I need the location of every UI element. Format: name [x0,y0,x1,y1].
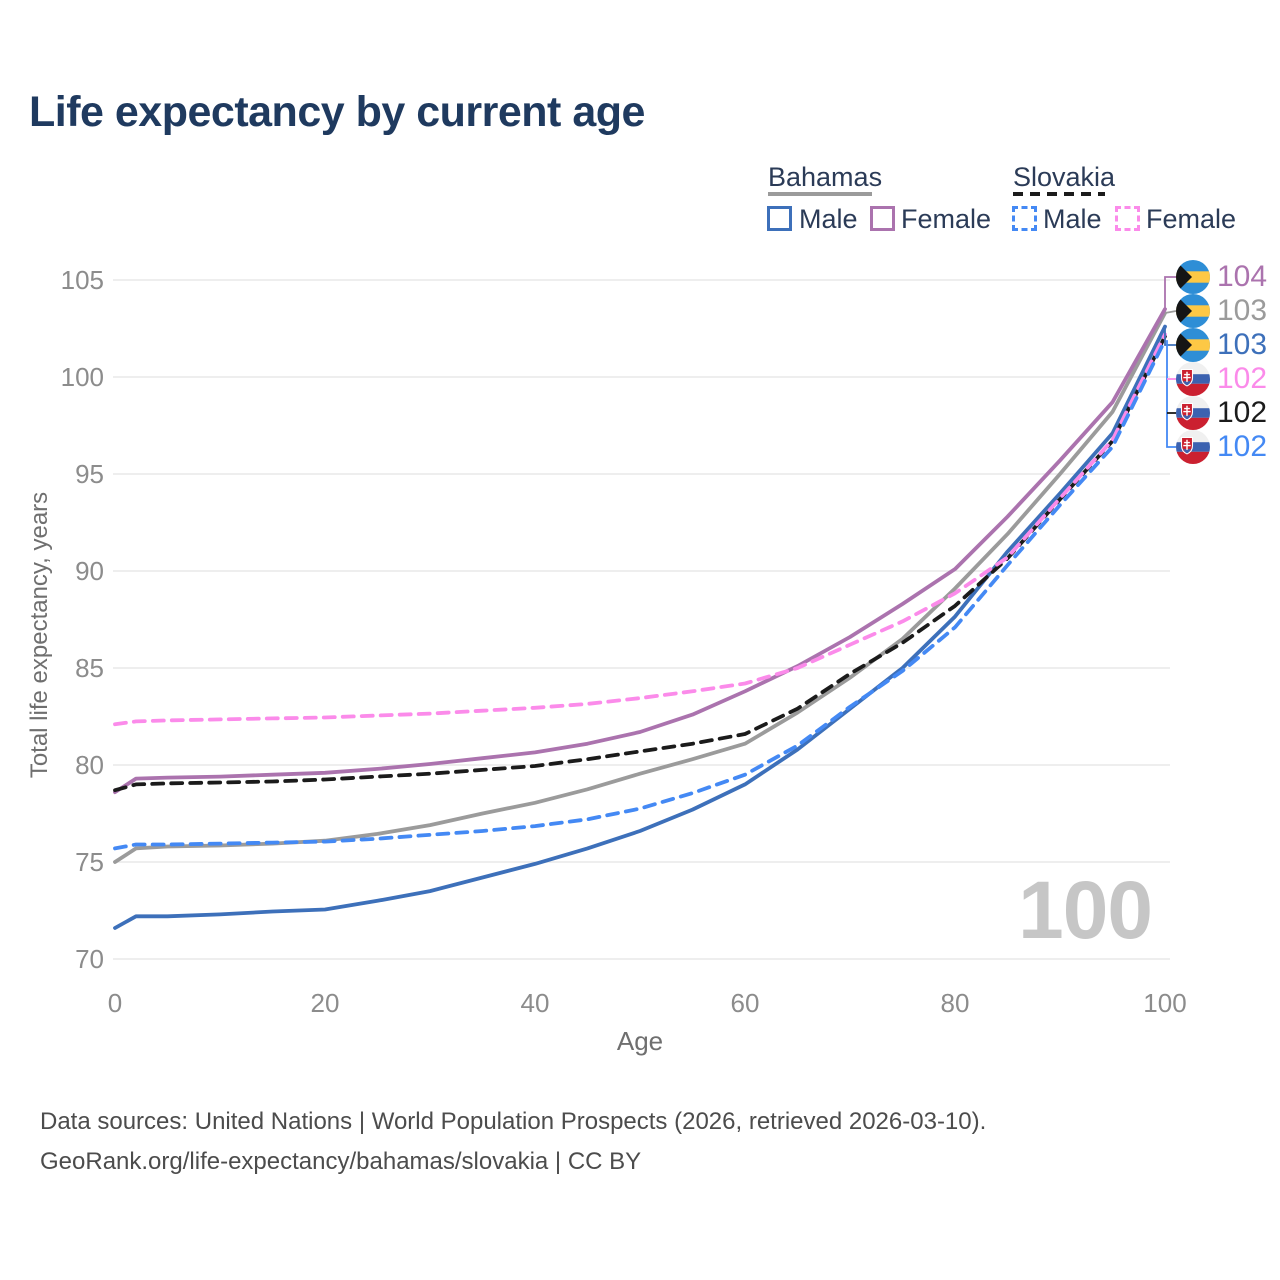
end-label-row: 103 [1176,328,1267,362]
y-tick-label: 100 [61,362,104,392]
y-tick-label: 90 [75,556,104,586]
legend-bahamas-line-sample [768,192,872,196]
x-tick-label: 100 [1143,988,1186,1018]
y-axis-title: Total life expectancy, years [26,491,53,779]
leader-line [1166,340,1176,448]
end-label-row: 104 [1176,260,1267,294]
x-tick-label: 80 [941,988,970,1018]
page-title: Life expectancy by current age [29,88,645,136]
legend-swatch-slovakia-female[interactable] [1115,206,1140,231]
series-line-bahamas-male[interactable] [113,324,1167,930]
x-tick-label: 0 [108,988,122,1018]
legend-group-bahamas[interactable]: Bahamas [768,162,883,192]
y-tick-label: 105 [61,265,104,295]
bahamas-flag-icon [1176,294,1210,328]
footer-data-sources: Data sources: United Nations | World Pop… [40,1108,987,1135]
series-line-bahamas-female[interactable] [113,307,1167,795]
x-tick-label: 40 [521,988,550,1018]
x-tick-label: 20 [311,988,340,1018]
end-label-value: 102 [1217,430,1268,463]
legend-swatch-bahamas-female[interactable] [870,206,895,231]
y-tick-label: 75 [75,847,104,877]
legend-swatch-slovakia-male[interactable] [1012,206,1037,231]
end-label-row: 102 [1176,362,1267,396]
x-axis-title: Age [616,1026,664,1056]
legend-group-slovakia[interactable]: Slovakia [1013,162,1116,192]
end-label-row: 103 [1176,294,1267,328]
legend-slovakia-line-sample [1013,192,1105,196]
y-tick-label: 95 [75,459,104,489]
legend-label-bahamas-female[interactable]: Female [901,204,992,234]
series-line-slovakia-female[interactable] [113,332,1167,727]
end-label-value: 104 [1217,260,1268,293]
series-line-slovakia-both-sexes[interactable] [113,334,1167,793]
slovakia-flag-icon [1176,362,1210,396]
end-label-value: 103 [1217,328,1268,361]
legend-label-slovakia-male[interactable]: Male [1043,204,1102,234]
end-label-row: 102 [1176,430,1267,464]
legend-label-bahamas-male[interactable]: Male [799,204,858,234]
leader-line [1164,326,1176,346]
legend-label-slovakia-female[interactable]: Female [1146,204,1237,234]
y-tick-label: 70 [75,944,104,974]
series-line-bahamas-both-sexes[interactable] [113,311,1167,864]
bahamas-flag-icon [1176,260,1210,294]
legend-swatch-bahamas-male[interactable] [767,206,792,231]
leader-line [1164,276,1176,310]
series-line-slovakia-male[interactable] [113,338,1167,851]
y-tick-label: 85 [75,653,104,683]
slovakia-flag-icon [1176,396,1210,430]
end-label-value: 102 [1217,362,1268,395]
leader-line [1164,310,1177,314]
footer-url[interactable]: GeoRank.org/life-expectancy/bahamas/slov… [40,1148,642,1175]
slovakia-flag-icon [1176,430,1210,464]
end-label-row: 102 [1176,396,1267,430]
x-tick-label: 60 [731,988,760,1018]
y-tick-label: 80 [75,750,104,780]
end-label-value: 103 [1217,294,1268,327]
age-watermark: 100 [1018,865,1153,956]
bahamas-flag-icon [1176,328,1210,362]
end-label-value: 102 [1217,396,1268,429]
